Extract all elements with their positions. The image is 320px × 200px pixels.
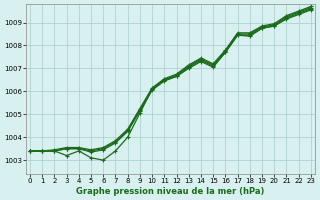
X-axis label: Graphe pression niveau de la mer (hPa): Graphe pression niveau de la mer (hPa) [76, 187, 265, 196]
